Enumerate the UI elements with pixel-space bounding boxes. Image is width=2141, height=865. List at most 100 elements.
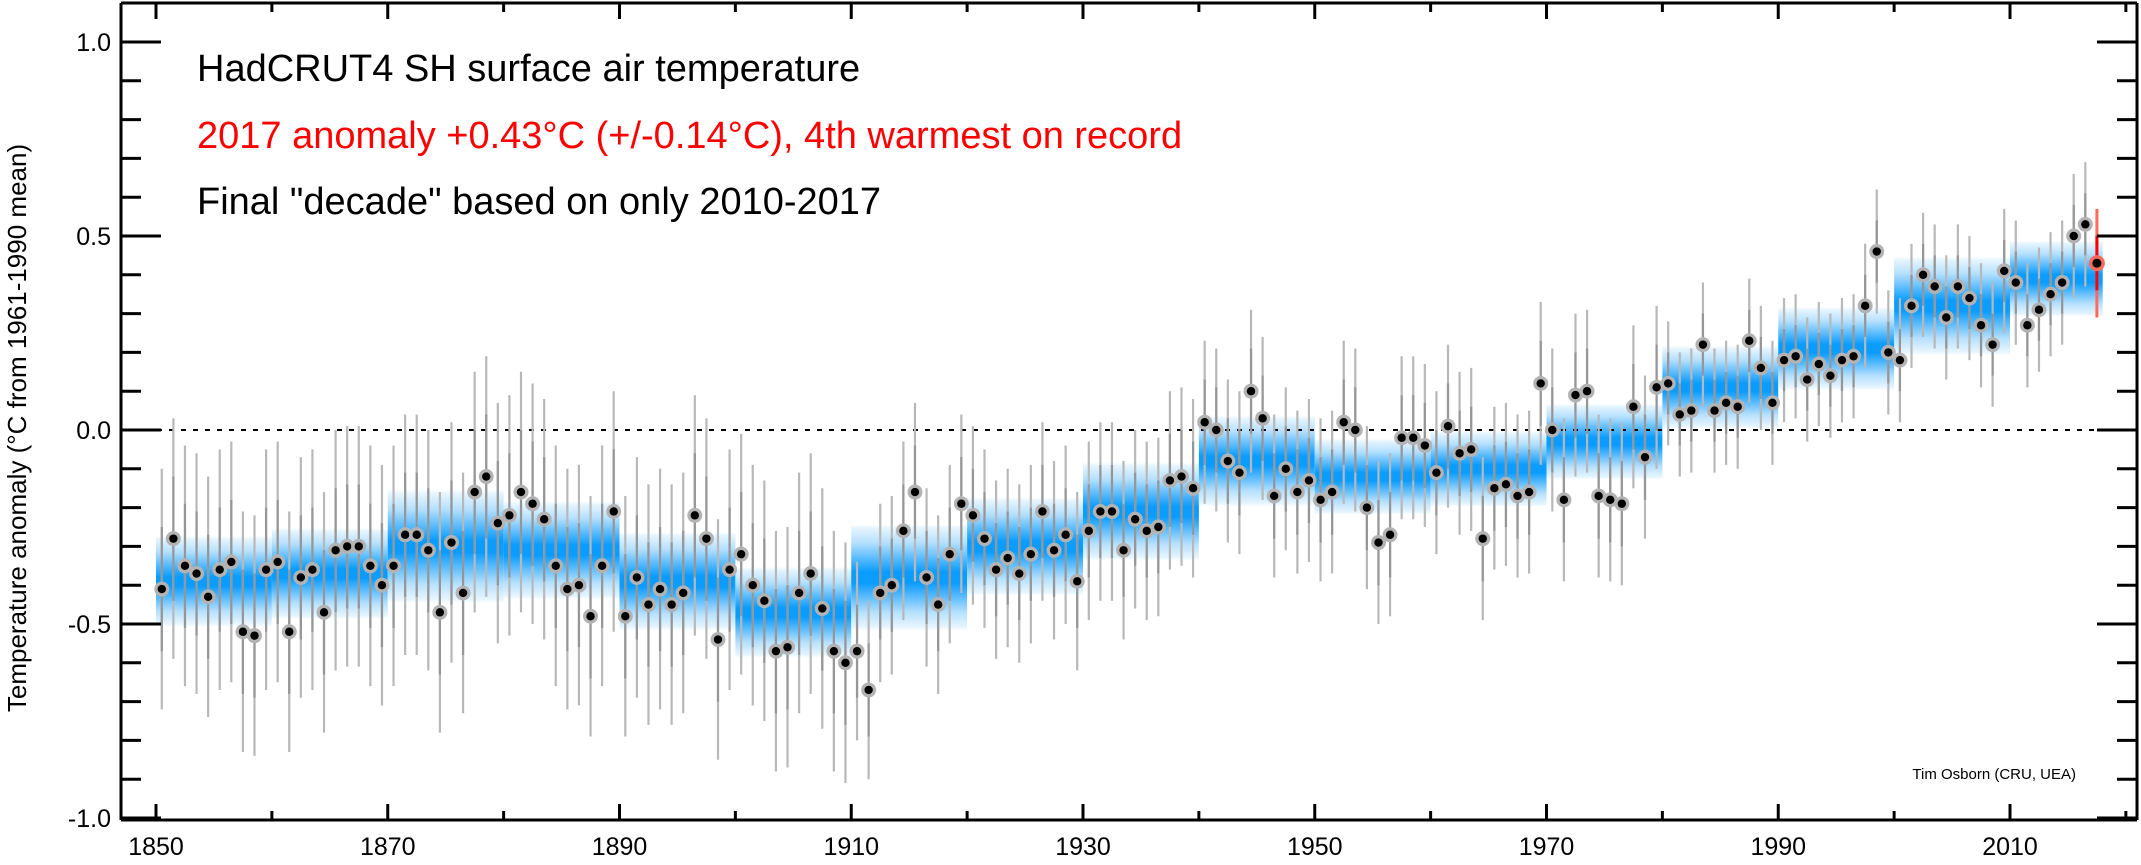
point-1901 [748, 581, 757, 590]
point-1929 [1073, 577, 1082, 586]
point-1948 [1293, 487, 1302, 497]
point-1936 [1154, 522, 1163, 532]
point-1886 [574, 581, 584, 590]
y-tick-label: -0.5 [68, 611, 111, 639]
point-1864 [319, 608, 329, 617]
point-2014 [2057, 278, 2067, 287]
point-1960 [1432, 468, 1441, 477]
point-1999 [1884, 348, 1893, 357]
point-1983 [1698, 340, 1708, 349]
point-1956 [1385, 530, 1395, 539]
point-1985 [1721, 398, 1731, 408]
point-1924 [1015, 569, 1024, 578]
point-2009 [2000, 266, 2009, 276]
point-2010 [2011, 278, 2020, 287]
point-1917 [933, 600, 943, 609]
decade-band-1970 [1546, 402, 1663, 481]
point-1898 [713, 635, 723, 644]
point-1885 [563, 584, 572, 594]
point-1951 [1327, 487, 1337, 497]
point-1910 [852, 646, 862, 656]
point-2004 [1942, 313, 1951, 322]
point-2015 [2069, 231, 2078, 241]
point-1959 [1420, 441, 1430, 450]
point-1947 [1281, 464, 1290, 473]
point-1891 [632, 573, 642, 582]
point-1897 [702, 534, 711, 543]
point-1941 [1212, 425, 1221, 435]
point-1965 [1490, 484, 1499, 493]
point-1878 [482, 472, 491, 481]
point-1920 [968, 511, 978, 520]
x-tick-label: 1990 [1750, 833, 1806, 861]
point-1980 [1663, 379, 1673, 388]
point-1957 [1397, 433, 1406, 442]
decade-band-1950 [1314, 437, 1431, 516]
point-1927 [1049, 546, 1059, 555]
point-1890 [621, 612, 630, 621]
point-1883 [539, 515, 549, 524]
point-1926 [1038, 507, 1047, 516]
decade-band-1880 [503, 499, 620, 601]
data-points [154, 216, 2105, 698]
point-1986 [1733, 402, 1742, 411]
x-tick-label: 1890 [592, 833, 648, 861]
point-1916 [922, 573, 931, 582]
point-1970 [1548, 425, 1557, 435]
point-1981 [1675, 410, 1684, 419]
point-1987 [1745, 336, 1754, 345]
point-1888 [597, 561, 607, 570]
point-1895 [679, 588, 688, 598]
point-1945 [1258, 414, 1267, 423]
point-1911 [864, 685, 873, 695]
point-1978 [1640, 452, 1650, 462]
ticks: -1.0 -0.5 0.0 0.5 1.0 1850 1870 1890 1910 1930 195… [68, 3, 2137, 861]
point-1872 [412, 530, 421, 539]
point-1906 [806, 569, 815, 578]
point-2011 [2023, 321, 2032, 330]
point-1991 [1791, 352, 1800, 361]
point-1882 [528, 499, 537, 508]
point-1887 [586, 612, 595, 621]
point-1934 [1130, 515, 1140, 524]
point-1881 [516, 487, 526, 497]
point-1870 [389, 561, 398, 570]
point-1952 [1339, 418, 1348, 427]
point-1866 [342, 542, 352, 551]
point-1997 [1860, 301, 1870, 311]
point-1943 [1235, 468, 1244, 477]
point-1990 [1779, 355, 1789, 365]
point-1851 [169, 534, 178, 543]
point-1958 [1409, 433, 1418, 442]
point-2012 [2034, 305, 2044, 314]
point-1994 [1826, 371, 1835, 380]
point-1950 [1316, 495, 1325, 505]
point-1992 [1803, 375, 1812, 384]
axes [119, 1, 2139, 822]
point-1995 [1837, 355, 1847, 365]
point-1967 [1513, 491, 1522, 501]
point-1973 [1582, 387, 1592, 396]
point-1974 [1594, 491, 1603, 501]
point-1902 [760, 596, 769, 605]
point-2000 [1895, 355, 1905, 365]
annotation-final-decade: Final "decade" based on only 2010-2017 [197, 181, 881, 223]
y-axis-label: Temperature anomaly (°C from 1961-1990 m… [2, 144, 32, 712]
point-1955 [1374, 538, 1383, 547]
point-1925 [1026, 549, 1036, 559]
point-1949 [1304, 476, 1314, 485]
point-1868 [366, 561, 375, 570]
point-1867 [354, 542, 363, 551]
decade-band-1910 [851, 523, 968, 632]
point-1942 [1223, 456, 1233, 466]
point-1982 [1687, 406, 1696, 415]
point-1860 [273, 557, 282, 567]
y-tick-label: 1.0 [76, 29, 111, 57]
point-1953 [1351, 425, 1360, 435]
point-2007 [1976, 321, 1986, 330]
point-2006 [1965, 293, 1974, 303]
point-1915 [910, 487, 920, 497]
point-1875 [447, 538, 456, 547]
point-1935 [1142, 526, 1151, 536]
